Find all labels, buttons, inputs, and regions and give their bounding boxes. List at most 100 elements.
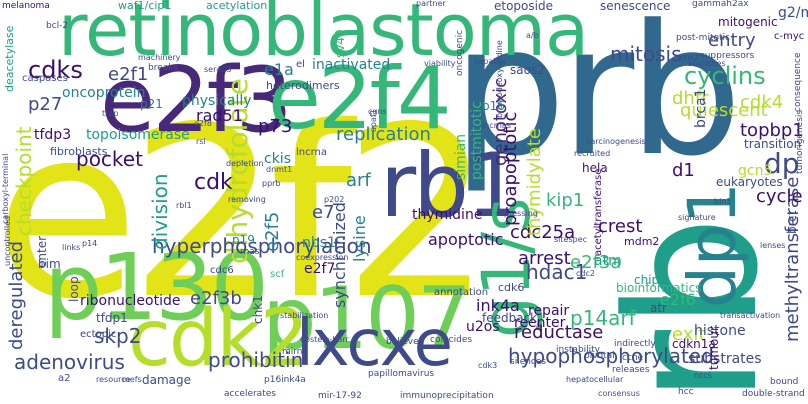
word-viability: viability [424, 59, 456, 68]
word-sv40: sv40 [333, 29, 347, 58]
word-abolishes: abolishes [688, 59, 726, 68]
word-ribonucleotide: ribonucleotide [80, 293, 181, 309]
word-p107: p107 [262, 269, 472, 369]
word-loop: loop [67, 276, 81, 302]
word-kip1: kip1 [546, 190, 585, 211]
word-tumour: tumour [707, 326, 721, 370]
word-rb1: rb1 [380, 134, 522, 237]
word-cdkn1a: cdkn1a [672, 337, 716, 351]
word-oncoprotein: oncoprotein [62, 85, 146, 101]
word-cdk3: cdk3 [478, 361, 498, 370]
word-recruited: recruited [574, 149, 611, 158]
word-signature: signature [678, 213, 716, 222]
word-indirectly: indirectly [614, 339, 656, 349]
word-carcinogenesis: carcinogenesis [586, 137, 646, 146]
word-chip: chip [634, 273, 660, 287]
word-uncontrolled: uncontrolled [3, 215, 12, 266]
word-gammah2ax: gammah2ax [692, 0, 749, 9]
word-cdk2: cdk2 [128, 294, 309, 384]
word-lncrna: lncrna [296, 147, 328, 158]
word-sitespec: sitespec [554, 235, 588, 244]
word-ccne: ccne [622, 353, 644, 363]
word-bound: bound [770, 377, 799, 387]
word-rbl1: rbl1 [176, 201, 192, 210]
word-apoptotic: apoptotic [428, 230, 504, 249]
word-lncrnas: lncrnas [482, 121, 511, 130]
word-e2f3b: e2f3b [190, 288, 242, 309]
word-dnmt1: dnmt1 [266, 165, 293, 174]
word-suppressors: suppressors [700, 51, 755, 61]
word-thymidylate: thymidylate [524, 128, 545, 236]
word-deacetylase: deacetylase [3, 25, 16, 92]
word-silences: silences [510, 357, 547, 367]
word-reductase: reductase [514, 322, 604, 343]
word-substrates: substrates [688, 351, 762, 367]
word-coincides: coincides [430, 335, 473, 345]
word-mdm2: mdm2 [624, 235, 660, 248]
word-instability: instability [556, 345, 601, 355]
word-cdc6: cdc6 [210, 265, 234, 276]
word-e7: e7 [312, 202, 335, 223]
word-etoposide: etoposide [494, 0, 553, 13]
word-prb: prb [452, 0, 743, 196]
word-gcn5: gcn5 [738, 163, 773, 179]
word-adenovirus: adenovirus [14, 350, 125, 374]
word-tumorigenesis: tumorigenesis [795, 109, 805, 174]
word-dhfr: dhfr [672, 88, 709, 109]
word-accelerates: accelerates [224, 389, 276, 399]
word-bioinformatics: bioinformatics [616, 281, 702, 295]
word-cdk6: cdk6 [498, 281, 525, 294]
word-machinery: machinery [138, 53, 181, 62]
word-oncogenic: oncogenic [455, 29, 465, 76]
word-consensus: consensus [598, 389, 640, 398]
word-bromodeoxyuridine: bromodeoxyuridine [495, 40, 504, 118]
word-thymidine: thymidine [412, 207, 483, 223]
word-e2f3a: e2f3a [570, 252, 622, 273]
word-prohibitin: prohibitin [208, 348, 304, 372]
word-transition: transition [744, 137, 802, 151]
word-papillomavirus: papillomavirus [368, 369, 435, 379]
word-reenter: reenter [514, 315, 566, 331]
word-tfdp1: tfdp1 [96, 311, 128, 325]
word-bin1: bin1 [714, 197, 732, 206]
word-e2f7: e2f7 [304, 261, 336, 277]
word-cycle: cycle [756, 186, 803, 207]
word-bim: bim [38, 257, 61, 271]
word-p27: p27 [28, 94, 63, 115]
word-arf: arf [346, 170, 371, 191]
word-skp2: skp2 [94, 324, 142, 348]
word-epstein-barr: epstein-barr [300, 335, 349, 344]
word-removing: removing [228, 195, 266, 204]
word-eukaryotes: eukaryotes [716, 175, 783, 189]
word-mitosis: mitosis [610, 42, 682, 66]
word-trap: trap [102, 109, 119, 118]
word-physically: physically [182, 93, 252, 109]
word-topbp1: topbp1 [740, 120, 804, 141]
word-repair: repair [528, 303, 570, 319]
word-apaf1: apaf1 [369, 109, 378, 132]
word-ser403: ser403 [204, 65, 232, 74]
word-p21: p21 [140, 97, 163, 111]
word-d1: d1 [672, 160, 695, 181]
word-tfdp3: tfdp3 [34, 127, 72, 143]
word-arrest: arrest [518, 248, 571, 269]
word-p73: p73 [258, 116, 293, 137]
word-inactivated: inactivated [312, 57, 391, 73]
word-p16: p16 [482, 99, 505, 113]
word-acetylation: acetylation [206, 0, 268, 12]
word-feedback: feedback [482, 311, 538, 325]
word-pivotal: pivotal [584, 351, 615, 361]
word-depletion: depletion [226, 159, 264, 168]
word-resource: resource [96, 375, 131, 384]
word-senescence: senescence [600, 0, 671, 13]
word-mefs: mefs [122, 375, 142, 384]
word-lenses: lenses [760, 241, 786, 250]
word-rsl: rsl [196, 137, 206, 146]
word-links: links [62, 243, 81, 252]
word-nbs1: nbs1 [302, 235, 336, 251]
word-rad51: rad51 [196, 106, 243, 125]
word-atr: atr [650, 301, 667, 315]
word-g2-m: g2/m [778, 5, 808, 21]
word-hypophosphorylated: hypophosphorylated [508, 344, 714, 368]
